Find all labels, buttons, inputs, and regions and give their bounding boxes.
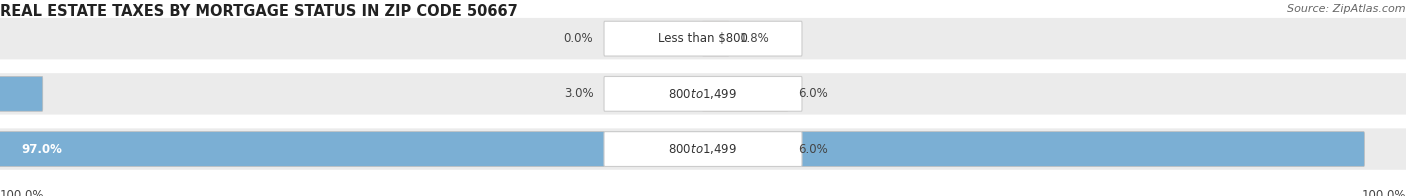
Text: 100.0%: 100.0% (0, 189, 45, 196)
Text: 97.0%: 97.0% (21, 142, 62, 156)
Text: $800 to $1,499: $800 to $1,499 (668, 142, 738, 156)
FancyBboxPatch shape (0, 73, 1406, 115)
Text: Less than $800: Less than $800 (658, 32, 748, 45)
FancyBboxPatch shape (605, 21, 801, 56)
FancyBboxPatch shape (605, 132, 801, 166)
FancyBboxPatch shape (703, 132, 787, 166)
FancyBboxPatch shape (605, 76, 801, 111)
FancyBboxPatch shape (703, 76, 787, 111)
Text: 0.0%: 0.0% (564, 32, 593, 45)
Text: 1.8%: 1.8% (740, 32, 769, 45)
Text: Source: ZipAtlas.com: Source: ZipAtlas.com (1288, 5, 1406, 15)
Text: $800 to $1,499: $800 to $1,499 (668, 87, 738, 101)
Text: 6.0%: 6.0% (799, 142, 828, 156)
FancyBboxPatch shape (0, 132, 1364, 166)
Text: REAL ESTATE TAXES BY MORTGAGE STATUS IN ZIP CODE 50667: REAL ESTATE TAXES BY MORTGAGE STATUS IN … (0, 5, 517, 19)
Text: 100.0%: 100.0% (1361, 189, 1406, 196)
FancyBboxPatch shape (0, 76, 42, 111)
Text: 6.0%: 6.0% (799, 87, 828, 100)
FancyBboxPatch shape (703, 21, 728, 56)
FancyBboxPatch shape (0, 18, 1406, 59)
Text: 3.0%: 3.0% (564, 87, 593, 100)
FancyBboxPatch shape (0, 128, 1406, 170)
